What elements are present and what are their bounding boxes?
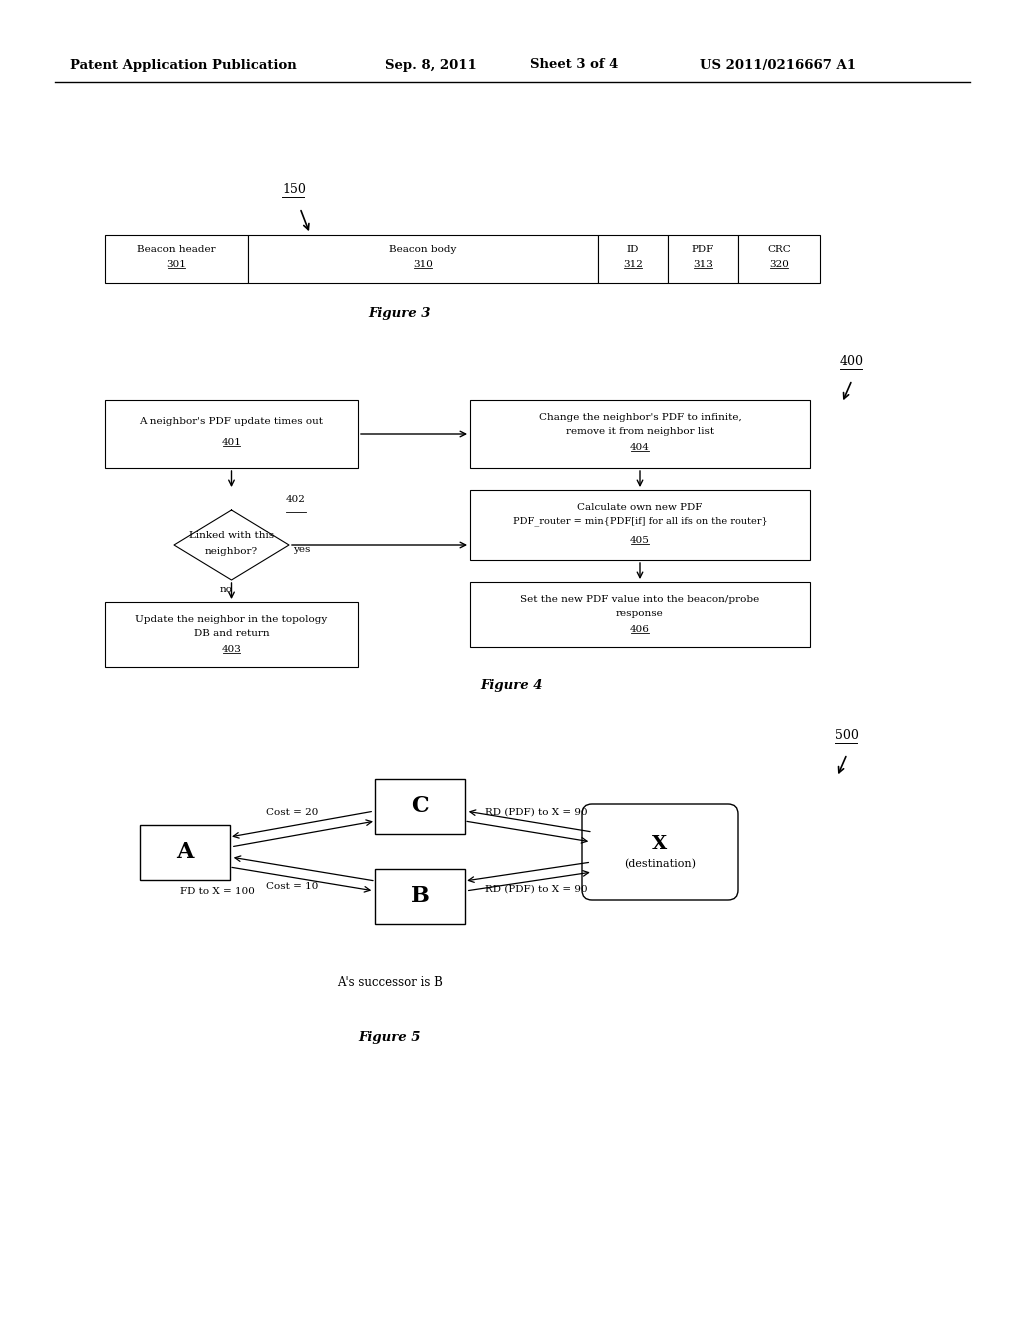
Text: CRC: CRC — [767, 244, 791, 253]
Text: 500: 500 — [835, 729, 859, 742]
Text: Linked with this: Linked with this — [189, 531, 274, 540]
Bar — [738, 235, 820, 282]
Text: Set the new PDF value into the beacon/probe: Set the new PDF value into the beacon/pr… — [520, 594, 760, 603]
Bar — [470, 582, 810, 647]
Bar — [105, 602, 358, 667]
Text: PDF: PDF — [692, 244, 714, 253]
Text: Sep. 8, 2011: Sep. 8, 2011 — [385, 58, 477, 71]
Bar — [470, 490, 810, 560]
Text: Change the neighbor's PDF to infinite,: Change the neighbor's PDF to infinite, — [539, 412, 741, 421]
Text: 310: 310 — [413, 260, 433, 269]
Bar — [598, 235, 668, 282]
Text: A's successor is B: A's successor is B — [337, 975, 443, 989]
Bar — [375, 779, 465, 833]
Text: A: A — [176, 841, 194, 863]
Text: FD to X = 100: FD to X = 100 — [180, 887, 255, 895]
Text: Calculate own new PDF: Calculate own new PDF — [578, 503, 702, 511]
Text: DB and return: DB and return — [194, 628, 269, 638]
Text: 320: 320 — [769, 260, 788, 269]
Text: Beacon body: Beacon body — [389, 244, 457, 253]
Text: Figure 3: Figure 3 — [369, 308, 431, 319]
Text: RD (PDF) to X = 90: RD (PDF) to X = 90 — [485, 884, 588, 894]
Text: Patent Application Publication: Patent Application Publication — [70, 58, 297, 71]
Text: Figure 4: Figure 4 — [480, 678, 544, 692]
Text: PDF_router = min{PDF[if] for all ifs on the router}: PDF_router = min{PDF[if] for all ifs on … — [513, 516, 767, 525]
Text: Sheet 3 of 4: Sheet 3 of 4 — [530, 58, 618, 71]
Text: Cost = 20: Cost = 20 — [266, 808, 318, 817]
Bar — [470, 400, 810, 469]
Text: Cost = 10: Cost = 10 — [266, 882, 318, 891]
Text: Update the neighbor in the topology: Update the neighbor in the topology — [135, 615, 328, 623]
Text: 400: 400 — [840, 355, 864, 368]
Bar — [668, 235, 738, 282]
Text: 150: 150 — [282, 183, 306, 195]
Text: C: C — [412, 795, 429, 817]
Text: Beacon header: Beacon header — [137, 244, 216, 253]
Bar — [140, 825, 230, 879]
Bar — [375, 869, 465, 924]
Text: 313: 313 — [693, 260, 713, 269]
Text: 403: 403 — [221, 645, 242, 653]
Text: 405: 405 — [630, 536, 650, 545]
Polygon shape — [174, 510, 289, 579]
Text: 301: 301 — [167, 260, 186, 269]
Text: (destination): (destination) — [624, 859, 696, 869]
Text: yes: yes — [293, 545, 310, 554]
Text: X: X — [652, 836, 668, 853]
Bar — [105, 235, 248, 282]
Text: RD (PDF) to X = 90: RD (PDF) to X = 90 — [485, 808, 588, 817]
Text: remove it from neighbor list: remove it from neighbor list — [566, 426, 714, 436]
Bar — [248, 235, 598, 282]
Bar — [105, 400, 358, 469]
Text: 312: 312 — [623, 260, 643, 269]
Text: B: B — [411, 884, 429, 907]
Text: no: no — [220, 585, 233, 594]
FancyBboxPatch shape — [582, 804, 738, 900]
Text: 404: 404 — [630, 444, 650, 451]
Text: 401: 401 — [221, 438, 242, 447]
Text: ID: ID — [627, 244, 639, 253]
Text: US 2011/0216667 A1: US 2011/0216667 A1 — [700, 58, 856, 71]
Text: neighbor?: neighbor? — [205, 546, 258, 556]
Text: 406: 406 — [630, 624, 650, 634]
Text: Figure 5: Figure 5 — [358, 1031, 421, 1044]
Text: A neighbor's PDF update times out: A neighbor's PDF update times out — [139, 417, 324, 426]
Text: response: response — [616, 609, 664, 618]
Text: 402: 402 — [286, 495, 306, 504]
